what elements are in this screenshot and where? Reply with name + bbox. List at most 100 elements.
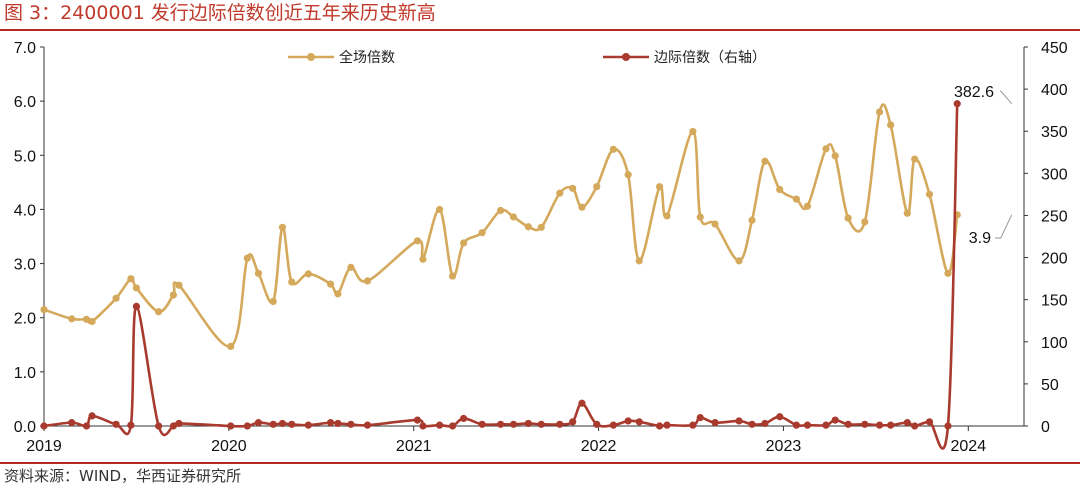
data-point-marginal	[903, 419, 911, 427]
data-point-marginal	[175, 419, 183, 428]
legend-marker-1	[622, 53, 630, 61]
data-point-marginal	[448, 422, 457, 430]
y-right-tick-label: 150	[1041, 293, 1068, 310]
y-left-tick-label: 2.0	[14, 311, 36, 328]
title-rule	[0, 29, 1080, 31]
data-point-marginal	[40, 422, 48, 430]
data-point-marginal	[711, 419, 719, 427]
data-point-full	[925, 190, 934, 198]
data-point-full	[347, 263, 355, 271]
data-point-full	[175, 281, 183, 289]
y-left-tick-label: 5.0	[14, 148, 36, 165]
data-point-full	[169, 291, 178, 299]
source-note: 资料来源：WIND，华西证券研究所	[4, 467, 242, 485]
data-point-full	[509, 213, 518, 221]
data-point-marginal	[304, 421, 312, 429]
data-point-marginal	[875, 421, 884, 429]
data-point-marginal	[925, 418, 934, 426]
data-point-full	[537, 223, 545, 231]
data-point-marginal	[524, 419, 532, 428]
data-point-marginal	[689, 421, 697, 429]
y-right-tick-label: 350	[1041, 124, 1068, 141]
data-point-full	[288, 278, 296, 286]
data-point-marginal	[844, 420, 852, 428]
data-point-full	[803, 202, 812, 210]
data-point-marginal	[569, 418, 577, 426]
data-point-marginal	[169, 422, 178, 430]
data-point-marginal	[112, 420, 120, 428]
source-rule	[0, 462, 1080, 464]
data-point-full	[68, 315, 76, 323]
data-point-full	[413, 237, 422, 245]
data-point-marginal	[347, 420, 355, 428]
x-tick-label: 2022	[581, 438, 617, 455]
data-point-marginal	[556, 420, 564, 428]
data-point-full	[448, 272, 457, 280]
y-right-tick-label: 450	[1041, 40, 1068, 57]
data-point-full	[578, 203, 586, 211]
data-point-full	[155, 308, 163, 316]
data-point-full	[556, 189, 564, 197]
annotation-label-1: 3.9	[969, 230, 991, 247]
data-point-marginal	[663, 421, 671, 429]
data-point-full	[696, 213, 704, 221]
data-point-marginal	[748, 420, 756, 428]
data-point-marginal	[624, 417, 632, 425]
data-point-marginal	[334, 419, 342, 428]
data-point-full	[82, 315, 91, 323]
data-point-marginal	[792, 421, 800, 429]
data-point-marginal	[696, 413, 704, 422]
data-point-full	[911, 155, 919, 163]
data-point-marginal	[127, 421, 135, 429]
x-tick-label: 2019	[26, 438, 62, 455]
chart-title: 图 3：2400001 发行边际倍数创近五年来历史新高	[4, 2, 436, 24]
data-point-marginal	[593, 420, 601, 428]
data-point-marginal	[82, 422, 91, 430]
data-point-full	[689, 127, 697, 136]
y-right-tick-label: 0	[1041, 419, 1050, 436]
data-point-full	[875, 108, 884, 116]
data-point-marginal	[155, 422, 163, 430]
data-point-full	[436, 205, 444, 214]
data-point-marginal	[68, 419, 76, 427]
data-point-full	[363, 277, 372, 285]
data-point-full	[243, 254, 251, 262]
data-point-full	[132, 284, 141, 292]
series-line-marginal	[43, 103, 959, 450]
data-point-full	[227, 342, 235, 351]
data-point-marginal	[537, 420, 545, 428]
data-point-marginal	[436, 421, 444, 429]
data-point-full	[711, 220, 719, 228]
data-point-full	[663, 212, 671, 220]
data-point-marginal	[735, 417, 743, 425]
data-point-full	[460, 239, 468, 247]
data-point-full	[887, 121, 895, 129]
data-point-full	[831, 152, 839, 160]
data-point-marginal	[655, 422, 664, 430]
data-point-marginal	[460, 414, 468, 423]
data-point-marginal	[822, 421, 830, 429]
y-left-tick-label: 3.0	[14, 257, 36, 274]
data-point-marginal	[413, 416, 422, 424]
annotation-label-0: 382.6	[954, 84, 994, 101]
y-right-tick-label: 100	[1041, 335, 1068, 352]
data-point-marginal	[254, 419, 263, 427]
y-right-tick-label: 200	[1041, 251, 1068, 268]
y-left-tick-label: 1.0	[14, 365, 36, 382]
data-point-full	[127, 275, 135, 283]
data-point-marginal	[803, 421, 812, 429]
data-point-full	[269, 297, 277, 306]
data-point-marginal	[861, 420, 869, 428]
data-point-marginal	[269, 420, 277, 428]
x-tick-label: 2024	[951, 438, 987, 455]
data-point-full	[40, 305, 48, 314]
series-line-full	[43, 103, 959, 348]
y-left-tick-label: 6.0	[14, 94, 36, 111]
data-point-full	[609, 145, 617, 153]
data-point-full	[497, 206, 505, 215]
data-point-marginal	[911, 422, 919, 430]
legend-marker-0	[307, 53, 315, 61]
data-point-marginal	[887, 421, 895, 429]
data-point-full	[655, 183, 664, 191]
annotation-leader-0	[1000, 90, 1013, 105]
